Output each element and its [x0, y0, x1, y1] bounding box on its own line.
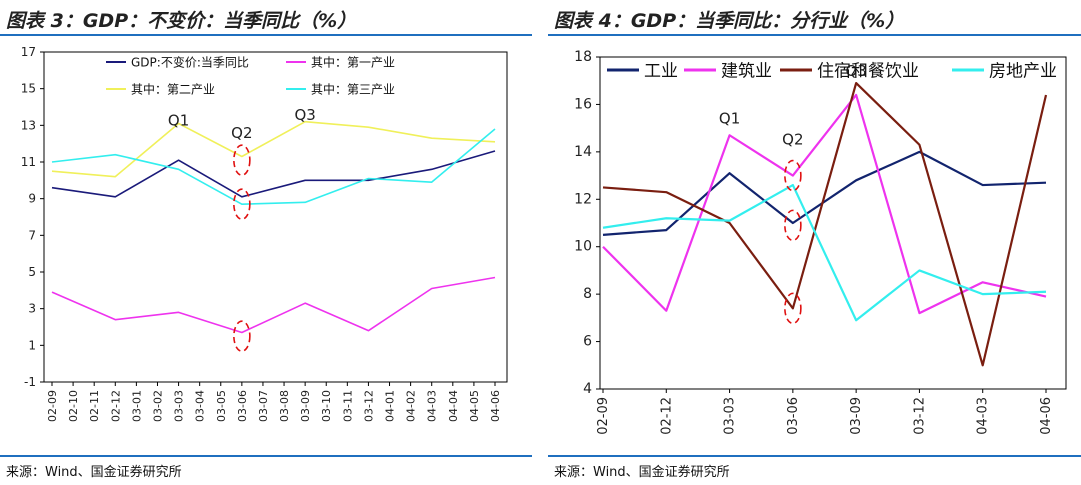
- annotation-label: Q3: [294, 106, 315, 124]
- x-tick-label: 03-07: [257, 390, 270, 422]
- x-tick-label: 03-10: [320, 390, 333, 422]
- series-line: [602, 93, 1047, 315]
- x-tick-label: 03-06: [236, 390, 249, 422]
- y-tick-label: 15: [21, 82, 36, 96]
- x-tick-label: 03-12: [362, 390, 375, 422]
- x-tick-label: 03-09: [299, 390, 312, 422]
- y-tick-label: 9: [28, 192, 36, 206]
- x-tick-label: 03-12: [912, 397, 927, 435]
- x-tick-label: 03-06: [786, 397, 801, 435]
- plot-frame: [43, 51, 508, 383]
- x-tick-label: 04-03: [426, 390, 439, 422]
- legend-label: 建筑业: [721, 61, 772, 81]
- y-tick-label: 10: [574, 239, 592, 255]
- x-tick-label: 04-06: [489, 390, 502, 422]
- x-tick-label: 02-11: [88, 390, 101, 422]
- x-tick-label: 04-05: [468, 390, 481, 422]
- series-line: [51, 276, 496, 334]
- x-tick-label: 03-08: [278, 390, 291, 422]
- x-tick-label: 03-02: [151, 390, 164, 422]
- highlight-marker: [233, 144, 251, 176]
- series-line: [602, 183, 1047, 322]
- legend-label: GDP:不变价:当季同比: [131, 55, 249, 70]
- x-tick-label: 02-09: [596, 397, 611, 435]
- series-line: [51, 150, 496, 198]
- annotation-label: Q2: [231, 124, 252, 142]
- x-tick-label: 04-06: [1039, 397, 1054, 435]
- legend-label: 房地产业: [989, 61, 1057, 81]
- chart-title: 图表 4：GDP：当季同比：分行业（%）: [554, 10, 905, 32]
- legend-label: 其中：第二产业: [131, 82, 215, 97]
- x-tick-label: 04-02: [405, 390, 418, 422]
- series-line: [51, 120, 496, 178]
- series-line: [602, 81, 1048, 367]
- source-note: 来源：Wind、国金证券研究所: [6, 465, 182, 480]
- industry-line-chart: 4 6 8 10 12 14 16 18 02-09 02-12 03-03 03-06 03-09 03…: [574, 49, 1067, 435]
- x-tick-label: 02-10: [67, 390, 80, 422]
- x-tick-label: 04-03: [976, 397, 991, 435]
- source-note: 来源：Wind、国金证券研究所: [554, 465, 730, 480]
- annotation-label: Q1: [168, 111, 189, 129]
- y-tick-label: 5: [28, 265, 36, 279]
- x-tick-label: 03-01: [130, 390, 143, 422]
- x-tick-label: 03-04: [194, 390, 207, 422]
- y-tick-label: 12: [574, 191, 592, 207]
- x-tick-label: 02-12: [659, 397, 674, 435]
- x-tick-label: 04-04: [447, 390, 460, 422]
- annotation-label: Q3: [845, 62, 866, 80]
- x-tick-label: 02-09: [46, 390, 59, 422]
- y-tick-label: 14: [574, 144, 592, 160]
- y-tick-label: 1: [28, 338, 36, 352]
- x-tick-label: 04-01: [384, 390, 397, 422]
- x-tick-label: 02-12: [109, 390, 122, 422]
- y-tick-label: 13: [21, 118, 36, 132]
- annotation-label: Q1: [719, 109, 740, 127]
- y-tick-label: 4: [583, 381, 592, 397]
- highlight-marker: [784, 209, 802, 242]
- annotation-label: Q2: [782, 131, 803, 149]
- highlight-marker: [784, 159, 802, 192]
- chart-title: 图表 3：GDP：不变价：当季同比（%）: [6, 10, 357, 32]
- y-tick-label: 11: [21, 155, 36, 169]
- y-tick-label: 3: [28, 302, 36, 316]
- legend-label: 住宿和餐饮业: [817, 61, 919, 81]
- y-tick-label: 8: [583, 286, 592, 302]
- y-tick-label: 7: [28, 228, 36, 242]
- highlight-marker: [233, 320, 251, 352]
- x-tick-label: 03-09: [849, 397, 864, 435]
- y-tick-label: 16: [574, 96, 592, 112]
- legend-label: 工业: [644, 61, 678, 81]
- highlight-marker: [784, 292, 802, 325]
- legend-label: 其中：第三产业: [311, 82, 395, 97]
- series-line: [51, 128, 496, 205]
- series-line: [602, 150, 1047, 236]
- y-tick-label: 6: [583, 334, 592, 350]
- y-tick-label: -1: [24, 375, 36, 389]
- x-tick-label: 03-05: [215, 390, 228, 422]
- source-divider: [548, 455, 1081, 457]
- y-tick-label: 17: [21, 45, 36, 59]
- x-tick-label: 03-11: [341, 390, 354, 422]
- title-divider: [548, 34, 1081, 36]
- title-divider: [0, 34, 532, 36]
- source-divider: [0, 455, 532, 457]
- y-tick-label: 18: [574, 49, 592, 65]
- x-tick-label: 03-03: [173, 390, 186, 422]
- highlight-marker: [233, 188, 251, 220]
- legend-label: 其中：第一产业: [311, 55, 395, 70]
- plot-frame: [599, 56, 1067, 390]
- x-tick-label: 03-03: [723, 397, 738, 435]
